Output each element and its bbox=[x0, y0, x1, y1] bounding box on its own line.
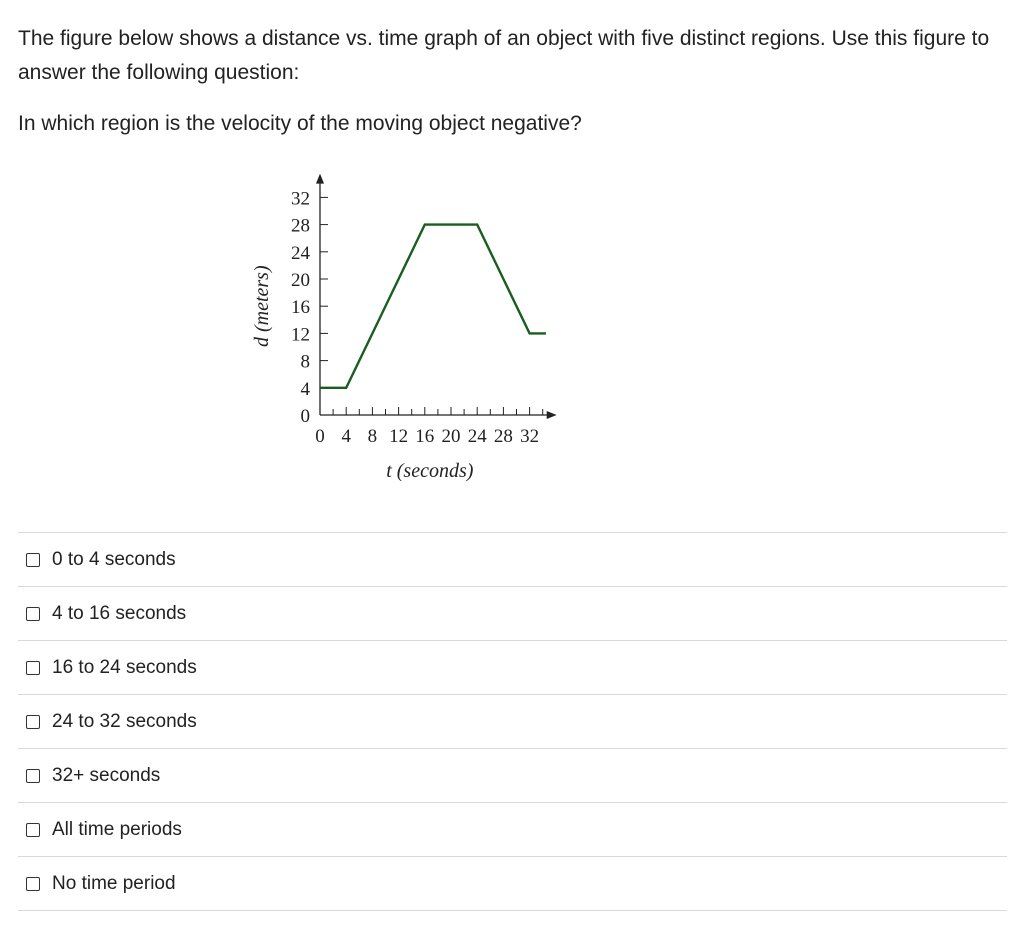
x-tick-label: 4 bbox=[341, 426, 351, 447]
answer-option[interactable]: 4 to 16 seconds bbox=[18, 586, 1007, 640]
answer-option-label: No time period bbox=[52, 872, 176, 894]
answer-option[interactable]: All time periods bbox=[18, 802, 1007, 856]
y-tick-label: 32 bbox=[291, 188, 310, 209]
answer-option-label: 16 to 24 seconds bbox=[52, 656, 197, 678]
x-tick-label: 32 bbox=[520, 426, 539, 447]
x-tick-label: 0 bbox=[315, 426, 325, 447]
y-tick-label: 0 bbox=[301, 406, 311, 427]
y-tick-label: 28 bbox=[291, 216, 310, 237]
options-divider bbox=[18, 910, 1007, 911]
answer-option[interactable]: 16 to 24 seconds bbox=[18, 640, 1007, 694]
y-tick-label: 24 bbox=[291, 243, 311, 264]
y-tick-label: 20 bbox=[291, 270, 310, 291]
answer-option[interactable]: 32+ seconds bbox=[18, 748, 1007, 802]
question-prompt: The figure below shows a distance vs. ti… bbox=[18, 27, 990, 84]
answer-option-label: 24 to 32 seconds bbox=[52, 710, 197, 732]
answer-option[interactable]: 24 to 32 seconds bbox=[18, 694, 1007, 748]
x-tick-label: 16 bbox=[415, 426, 434, 447]
x-axis-label: t (seconds) bbox=[386, 460, 474, 482]
answer-option[interactable]: 0 to 4 seconds bbox=[18, 532, 1007, 586]
y-tick-label: 16 bbox=[291, 297, 310, 318]
graph-series bbox=[320, 223, 546, 390]
y-axis-label: d (meters) bbox=[251, 265, 273, 347]
answer-options: 0 to 4 seconds 4 to 16 seconds 16 to 24 se… bbox=[18, 532, 1007, 910]
checkbox[interactable] bbox=[26, 552, 40, 567]
x-tick-label: 12 bbox=[389, 426, 408, 447]
y-axis-arrow bbox=[316, 173, 324, 184]
y-tick-label: 4 bbox=[301, 379, 311, 400]
series-line bbox=[320, 223, 546, 390]
checkbox[interactable] bbox=[26, 768, 40, 783]
checkbox[interactable] bbox=[26, 714, 40, 729]
x-tick-label: 20 bbox=[442, 426, 461, 447]
graph-axes bbox=[316, 173, 557, 419]
checkbox[interactable] bbox=[26, 876, 40, 891]
y-tick-label: 12 bbox=[291, 324, 310, 345]
x-tick-label: 28 bbox=[494, 426, 513, 447]
checkbox[interactable] bbox=[26, 822, 40, 837]
answer-option-label: All time periods bbox=[52, 818, 182, 840]
checkbox[interactable] bbox=[26, 606, 40, 621]
y-tick-label: 8 bbox=[301, 352, 311, 373]
x-tick-label: 8 bbox=[368, 426, 378, 447]
answer-option[interactable]: No time period bbox=[18, 856, 1007, 910]
answer-option-label: 0 to 4 seconds bbox=[52, 548, 176, 570]
answer-option-label: 4 to 16 seconds bbox=[52, 602, 187, 624]
checkbox[interactable] bbox=[26, 660, 40, 675]
question-text: In which region is the velocity of the m… bbox=[18, 112, 582, 135]
answer-option-label: 32+ seconds bbox=[52, 764, 161, 786]
x-tick-label: 24 bbox=[468, 426, 488, 447]
x-axis-arrow bbox=[546, 411, 557, 419]
